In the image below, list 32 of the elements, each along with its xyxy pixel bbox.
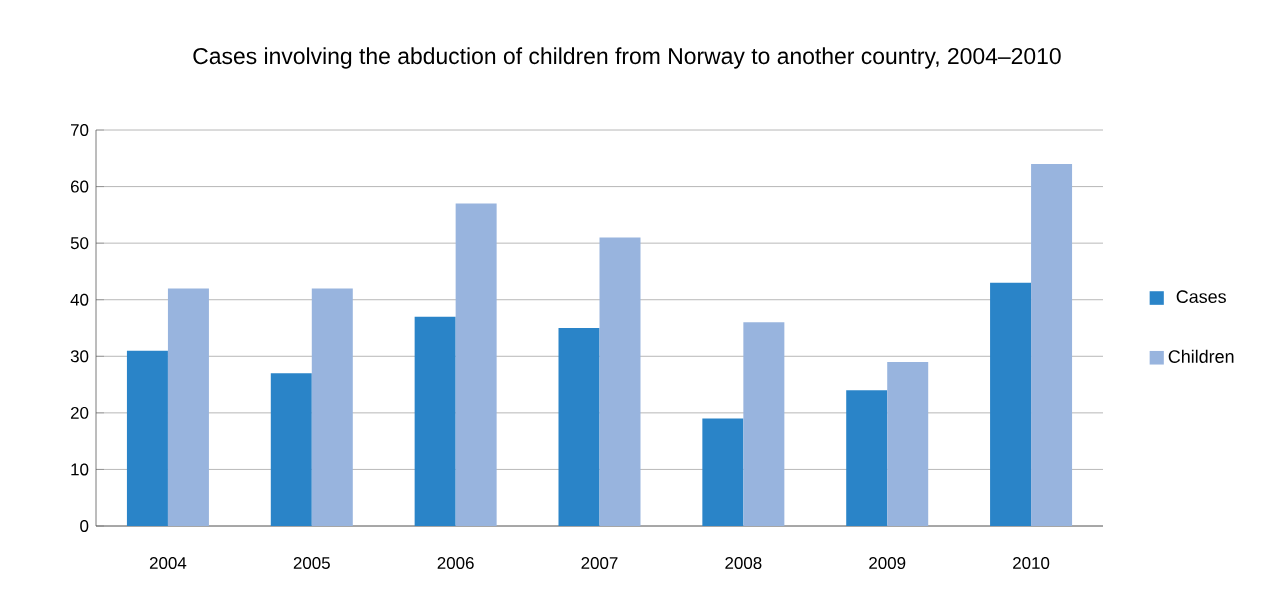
y-tick-label: 60 bbox=[71, 180, 89, 193]
x-tick-label: 2005 bbox=[293, 557, 330, 570]
bar bbox=[1031, 163, 1073, 526]
chart-title: Cases involving the abduction of children from Norway to another country, 2004–2010 bbox=[193, 47, 1061, 69]
x-tick-label: 2008 bbox=[725, 557, 762, 570]
x-tick-label: 2009 bbox=[869, 557, 906, 570]
legend-label: Children bbox=[1168, 349, 1234, 363]
y-tick-label: 50 bbox=[70, 237, 89, 250]
bar bbox=[126, 350, 168, 526]
bar bbox=[702, 418, 744, 526]
y-tick-label: 40 bbox=[70, 293, 89, 306]
bar bbox=[887, 361, 929, 526]
bar bbox=[743, 322, 785, 526]
bar bbox=[311, 288, 353, 526]
legend-label: Cases bbox=[1176, 290, 1226, 303]
y-tick-label: 10 bbox=[71, 463, 89, 476]
bar bbox=[990, 282, 1032, 526]
x-tick-label: 2007 bbox=[581, 557, 618, 570]
x-tick-label: 2004 bbox=[149, 557, 187, 570]
x-tick-label: 2010 bbox=[1013, 557, 1050, 570]
bar bbox=[599, 237, 641, 526]
y-tick-label: 30 bbox=[70, 350, 89, 363]
y-tick-label: 0 bbox=[80, 520, 89, 532]
bar bbox=[455, 203, 497, 526]
bar bbox=[558, 328, 600, 526]
bar bbox=[270, 373, 312, 526]
x-tick-label: 2006 bbox=[437, 557, 474, 570]
bar bbox=[167, 288, 209, 526]
y-tick-label: 20 bbox=[70, 406, 89, 419]
bar bbox=[414, 316, 456, 526]
bar bbox=[846, 390, 888, 526]
y-tick-label: 70 bbox=[71, 124, 89, 136]
